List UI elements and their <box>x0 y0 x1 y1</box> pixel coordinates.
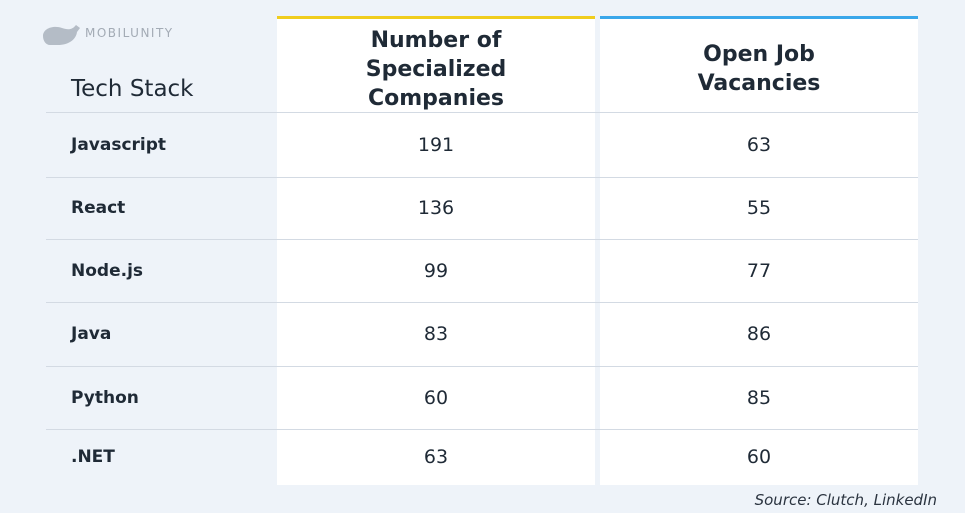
logo-text: MOBILUNITY <box>85 26 174 40</box>
cell-value: 63 <box>746 133 772 156</box>
cell-value: 77 <box>746 259 772 282</box>
row-divider <box>46 239 918 240</box>
cell-value: 85 <box>746 386 772 409</box>
cell-value: 60 <box>423 386 449 409</box>
row-divider <box>46 112 918 113</box>
cell-value: 60 <box>746 446 772 468</box>
header-cell: Tech Stack <box>71 76 194 102</box>
row-divider <box>46 366 918 367</box>
row-label: Python <box>71 387 139 408</box>
row-label: Node.js <box>71 260 144 281</box>
cell-value: 55 <box>746 197 772 219</box>
logo-icon <box>43 25 80 45</box>
cell-value: 136 <box>417 197 455 219</box>
row-label: Java <box>71 324 112 344</box>
row-divider <box>46 429 918 430</box>
header-cell: Number of Specialized Companies <box>365 27 507 111</box>
source: Source: Clutch, LinkedIn <box>754 491 937 509</box>
row-divider <box>46 177 918 178</box>
row-label: .NET <box>71 447 115 467</box>
header-cell: Open Job Vacancies <box>697 42 821 96</box>
column-bg <box>277 16 595 485</box>
cell-value: 83 <box>423 323 449 345</box>
cell-value: 63 <box>423 446 449 468</box>
column-bg <box>600 16 918 485</box>
row-label: Javascript <box>71 134 167 155</box>
row-label: React <box>71 198 126 218</box>
cell-value: 191 <box>417 133 455 156</box>
cell-value: 99 <box>423 259 449 282</box>
cell-value: 86 <box>746 323 772 345</box>
row-divider <box>46 302 918 303</box>
